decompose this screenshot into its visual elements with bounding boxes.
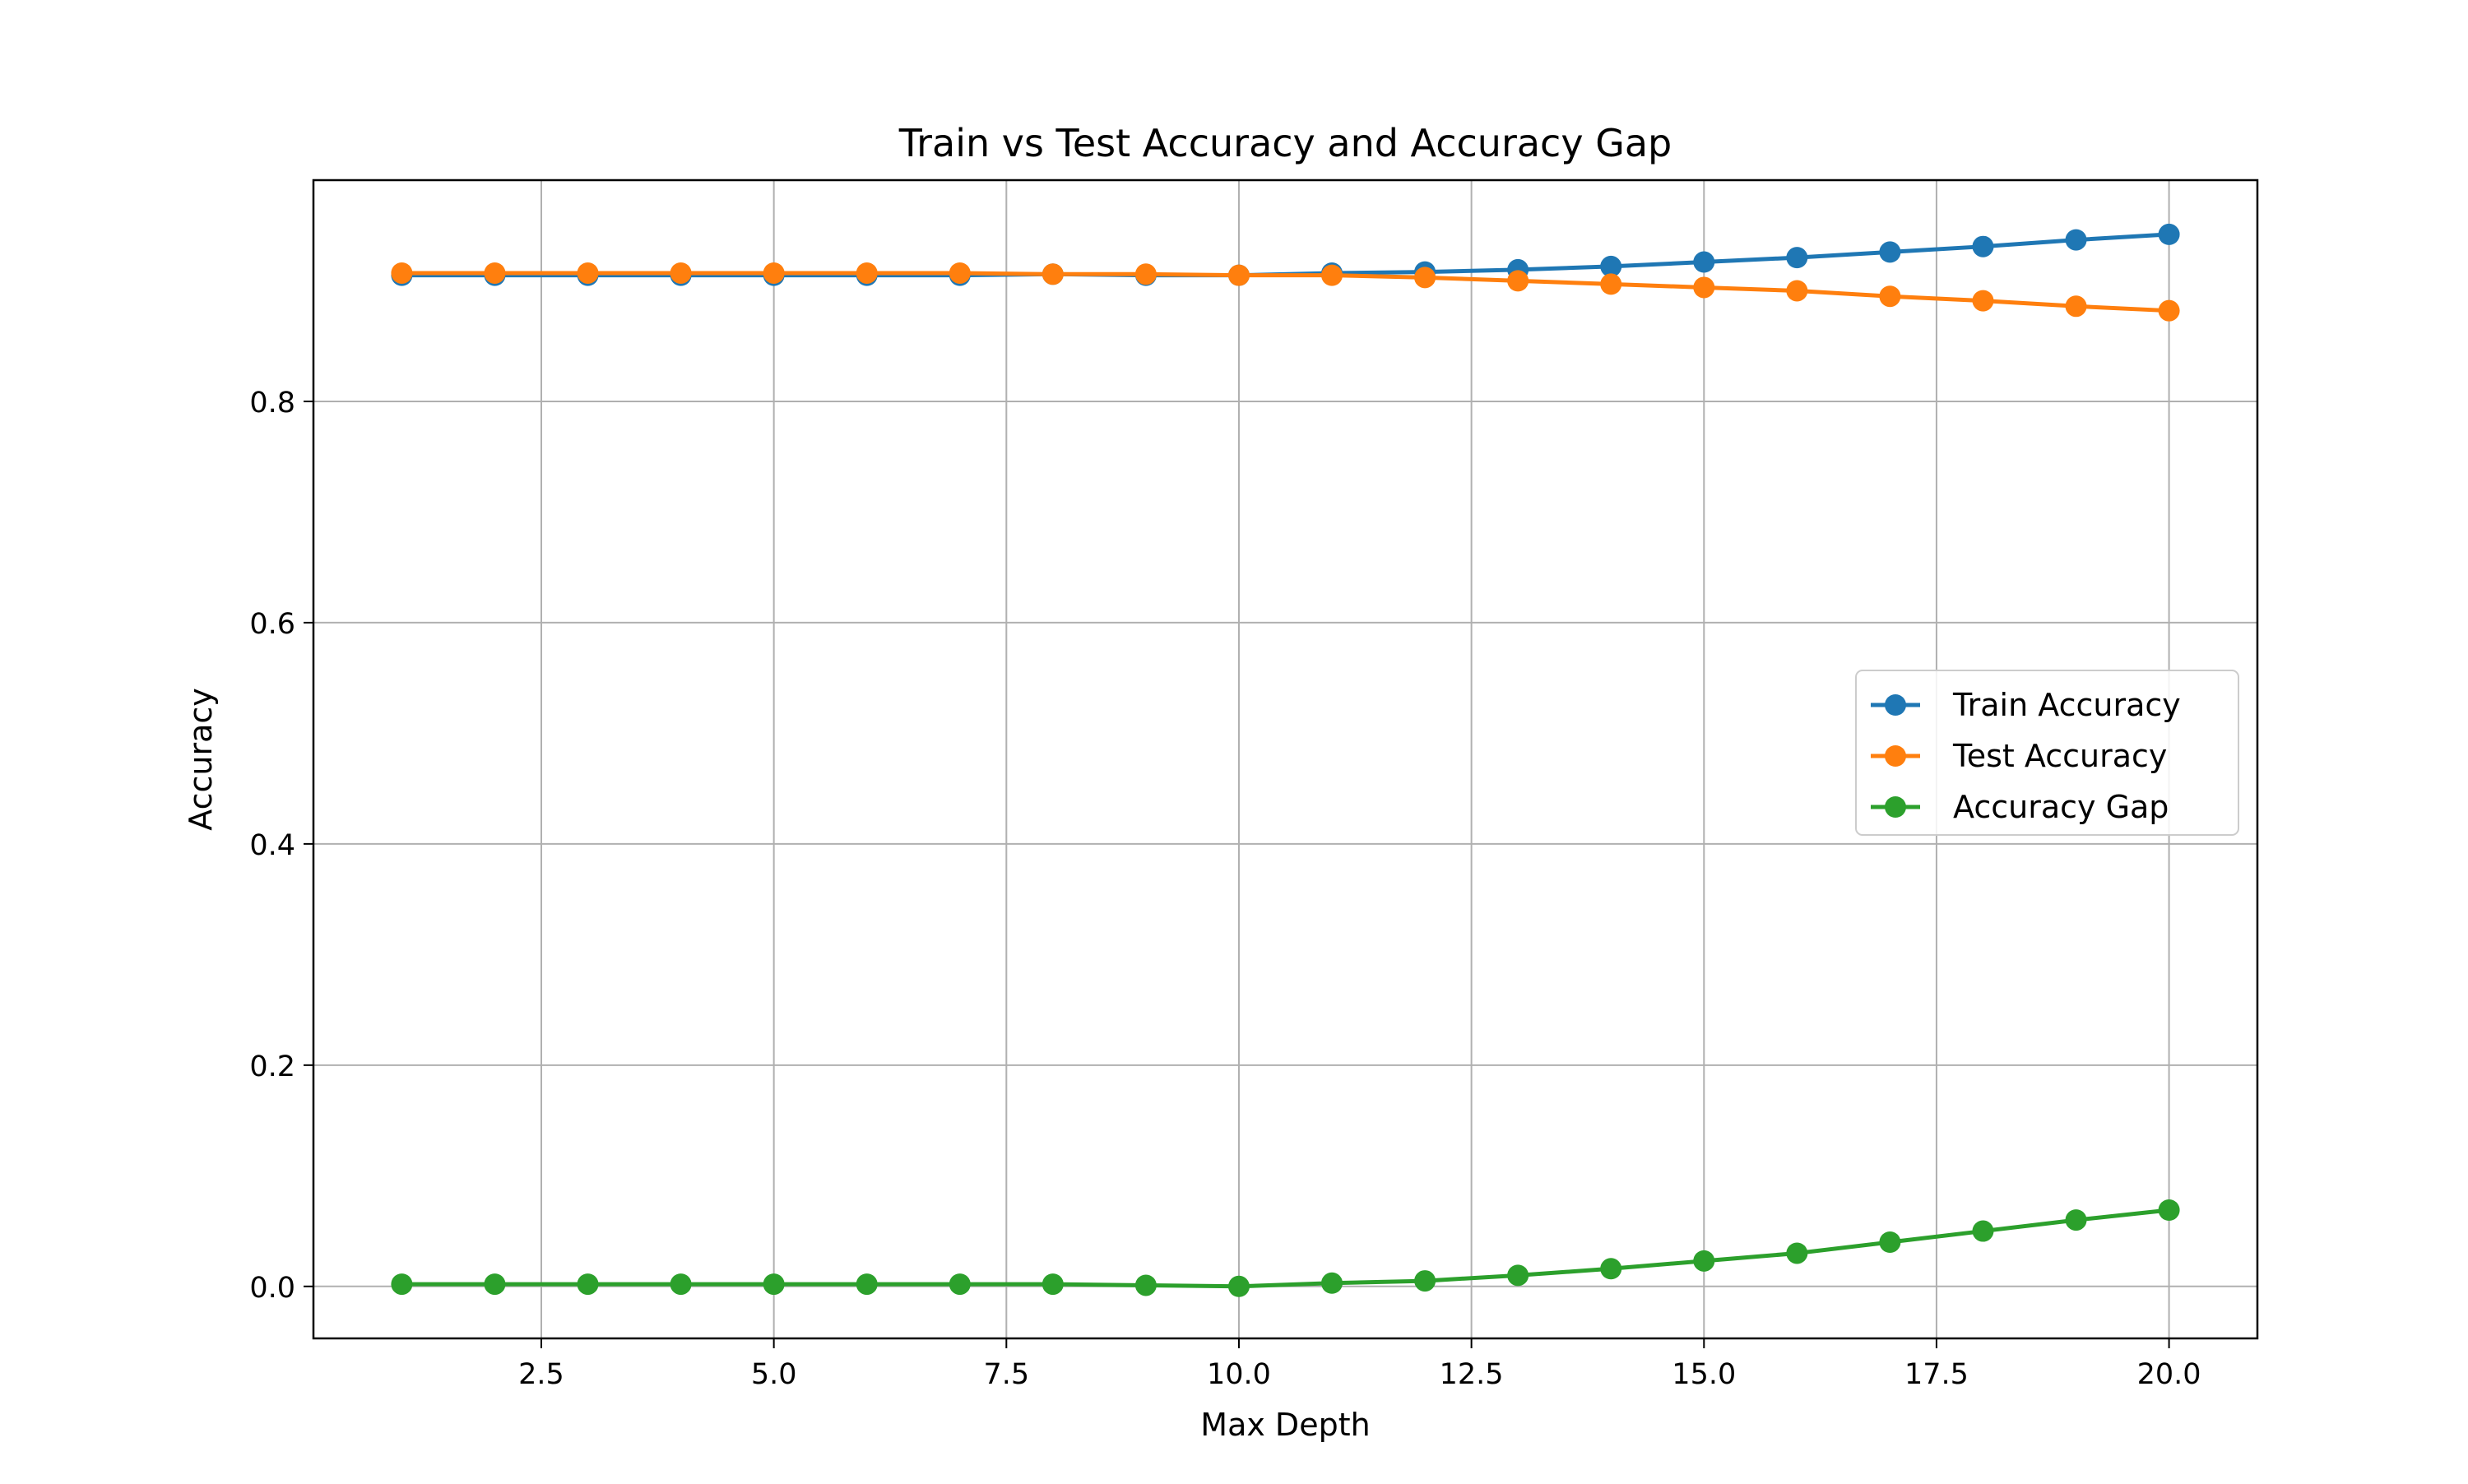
data-point-test-accuracy [1786, 280, 1808, 302]
x-axis-label: Max Depth [1200, 1407, 1370, 1443]
data-point-test-accuracy [1321, 264, 1343, 286]
legend-label: Test Accuracy [1952, 738, 2167, 774]
y-tick-label: 0.2 [249, 1050, 295, 1083]
data-point-test-accuracy [577, 262, 599, 284]
axis-ticks: 2.5 5.0 7.5 10.0 12.5 15.0 17.5 20.0 0.0 0.2 0.4 0.… [249, 387, 2201, 1391]
y-tick-label: 0.0 [249, 1272, 295, 1305]
x-tick-label: 15.0 [1672, 1358, 1736, 1391]
data-point-test-accuracy [2158, 299, 2180, 322]
y-tick-label: 0.4 [249, 829, 295, 862]
data-point-accuracy-gap [1600, 1258, 1622, 1280]
data-point-test-accuracy [1972, 290, 1994, 312]
data-point-accuracy-gap [670, 1273, 692, 1296]
data-point-accuracy-gap [391, 1273, 413, 1296]
data-point-test-accuracy [1693, 276, 1715, 299]
grid [313, 180, 2257, 1338]
data-point-test-accuracy [1227, 264, 1250, 286]
data-point-train-accuracy [1879, 241, 1901, 263]
data-point-accuracy-gap [484, 1273, 506, 1296]
legend-box [1855, 670, 2239, 836]
data-point-test-accuracy [1414, 267, 1436, 289]
data-point-accuracy-gap [949, 1273, 971, 1296]
y-axis-label: Accuracy [183, 688, 219, 831]
legend-label: Train Accuracy [1952, 687, 2181, 723]
series-line-test-accuracy [401, 271, 2169, 313]
data-point-test-accuracy [670, 262, 692, 284]
data-point-test-accuracy [949, 262, 971, 284]
data-point-test-accuracy [856, 262, 878, 284]
data-point-accuracy-gap [1786, 1242, 1808, 1264]
data-point-test-accuracy [2065, 295, 2087, 318]
legend: Train Accuracy Test Accuracy Accuracy Gap [1855, 670, 2239, 836]
legend-marker [1885, 694, 1906, 716]
data-point-test-accuracy [1507, 270, 1529, 292]
legend-marker [1885, 796, 1906, 818]
data-point-test-accuracy [1041, 263, 1064, 285]
data-point-accuracy-gap [1041, 1273, 1064, 1296]
data-point-train-accuracy [1972, 235, 1994, 257]
legend-label: Accuracy Gap [1953, 789, 2169, 825]
x-tick-label: 2.5 [518, 1358, 564, 1391]
data-point-train-accuracy [1693, 251, 1715, 273]
series-accuracy-gap [391, 1199, 2180, 1297]
data-point-accuracy-gap [577, 1273, 599, 1296]
data-point-test-accuracy [391, 262, 413, 284]
y-tick-label: 0.8 [249, 387, 295, 420]
data-point-test-accuracy [484, 262, 506, 284]
chart-title: Train vs Test Accuracy and Accuracy Gap [898, 121, 1672, 165]
x-tick-label: 12.5 [1440, 1358, 1504, 1391]
x-tick-label: 17.5 [1904, 1358, 1969, 1391]
data-point-train-accuracy [2158, 223, 2180, 245]
data-point-accuracy-gap [1972, 1220, 1994, 1242]
x-tick-label: 5.0 [751, 1358, 797, 1391]
data-point-accuracy-gap [1693, 1250, 1715, 1272]
legend-item-train-accuracy: Train Accuracy [1871, 687, 2181, 723]
series-line-accuracy-gap [401, 1208, 2169, 1289]
plot-frame [312, 179, 2259, 1340]
data-point-test-accuracy [1134, 263, 1157, 285]
data-point-accuracy-gap [1507, 1264, 1529, 1287]
data-point-accuracy-gap [1321, 1272, 1343, 1294]
series-layer [391, 223, 2180, 1297]
x-tick-label: 7.5 [983, 1358, 1029, 1391]
y-tick-label: 0.6 [249, 608, 295, 641]
data-point-train-accuracy [1600, 255, 1622, 277]
series-test-accuracy [391, 262, 2180, 322]
data-point-accuracy-gap [1879, 1231, 1901, 1254]
data-point-train-accuracy [1786, 247, 1808, 269]
x-tick-label: 20.0 [2137, 1358, 2201, 1391]
data-point-accuracy-gap [1414, 1270, 1436, 1292]
legend-item-test-accuracy: Test Accuracy [1871, 738, 2167, 774]
data-point-accuracy-gap [2065, 1209, 2087, 1231]
data-point-test-accuracy [1879, 285, 1901, 308]
data-point-accuracy-gap [2158, 1199, 2180, 1222]
legend-item-accuracy-gap: Accuracy Gap [1871, 789, 2169, 825]
data-point-accuracy-gap [763, 1273, 785, 1296]
data-point-train-accuracy [2065, 229, 2087, 251]
data-point-accuracy-gap [856, 1273, 878, 1296]
data-point-accuracy-gap [1227, 1275, 1250, 1297]
data-point-test-accuracy [1600, 273, 1622, 295]
x-tick-label: 10.0 [1207, 1358, 1271, 1391]
legend-marker [1885, 745, 1906, 767]
data-point-test-accuracy [763, 262, 785, 284]
data-point-accuracy-gap [1134, 1274, 1157, 1296]
